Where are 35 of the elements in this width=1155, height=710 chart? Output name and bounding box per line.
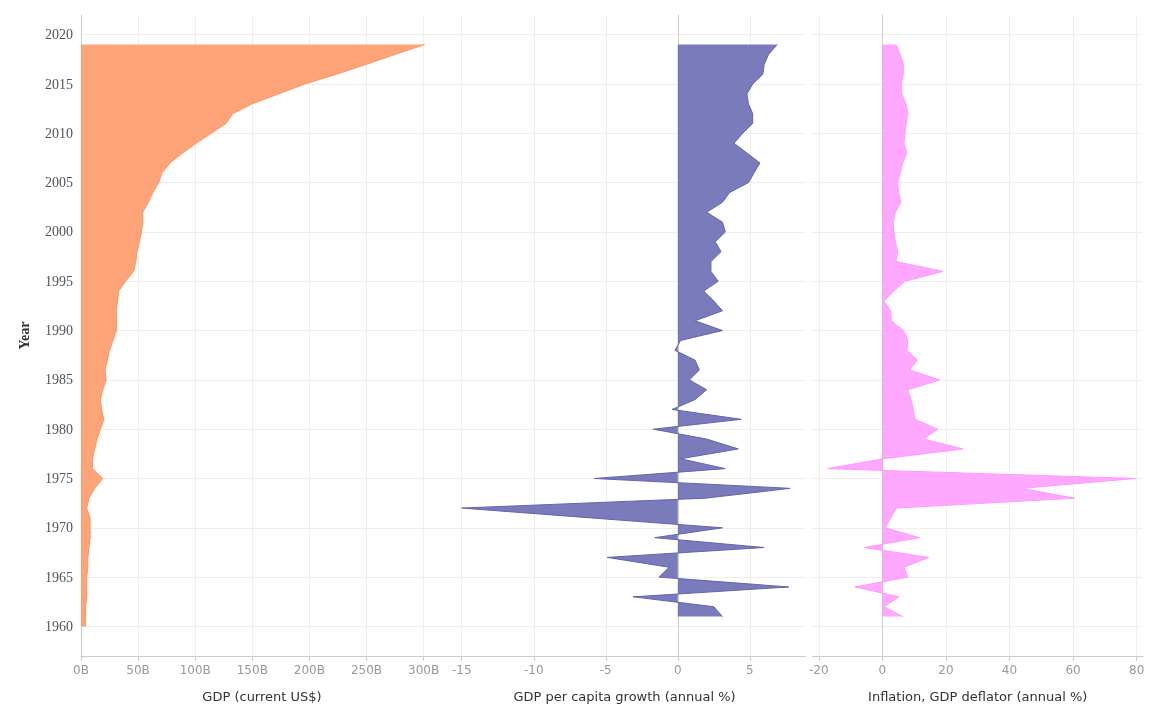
y-tick-label: 1985: [45, 372, 73, 388]
x-tick-label: 5: [746, 663, 754, 677]
y-tick-label: 1995: [45, 273, 73, 289]
y-tick-label: 1970: [45, 520, 73, 536]
x-tick-label: -20: [809, 663, 829, 677]
y-tick-label: 2000: [45, 224, 73, 240]
x-tick-label: 60: [1065, 663, 1081, 677]
x-tick-label: -15: [451, 663, 472, 677]
y-tick-label: 1965: [45, 569, 73, 585]
x-tick-label: 100B: [179, 663, 211, 677]
x-tick-label: 40: [1001, 663, 1018, 677]
y-axis-title: Year: [16, 321, 32, 350]
y-tick-label: 1990: [45, 323, 73, 339]
x-tick-label: 0: [878, 663, 887, 677]
y-tick-label: 1960: [45, 618, 73, 634]
x-axis-title: GDP per capita growth (annual %): [513, 689, 736, 704]
x-tick-label: -5: [599, 663, 612, 677]
y-tick-label: 2005: [45, 175, 73, 191]
y-tick-label: 1980: [45, 421, 73, 437]
x-tick-label: 150B: [236, 663, 268, 677]
y-tick-label: 2020: [45, 27, 73, 43]
x-tick-label: 0: [673, 663, 682, 677]
x-tick-label: 200B: [293, 663, 325, 677]
y-tick-label: 2015: [45, 76, 73, 92]
y-tick-label: 1975: [45, 470, 73, 486]
x-tick-label: -10: [523, 663, 544, 677]
x-tick-label: 300B: [408, 663, 440, 677]
x-axis-title: Inflation, GDP deflator (annual %): [868, 689, 1088, 704]
x-tick-label: 20: [938, 663, 954, 677]
x-tick-label: 250B: [350, 663, 383, 677]
x-tick-label: 0B: [73, 663, 89, 677]
x-tick-label: 80: [1129, 663, 1145, 677]
x-tick-label: 50B: [126, 663, 150, 677]
x-axis-title: GDP (current US$): [202, 689, 322, 704]
y-tick-label: 2010: [45, 125, 73, 141]
